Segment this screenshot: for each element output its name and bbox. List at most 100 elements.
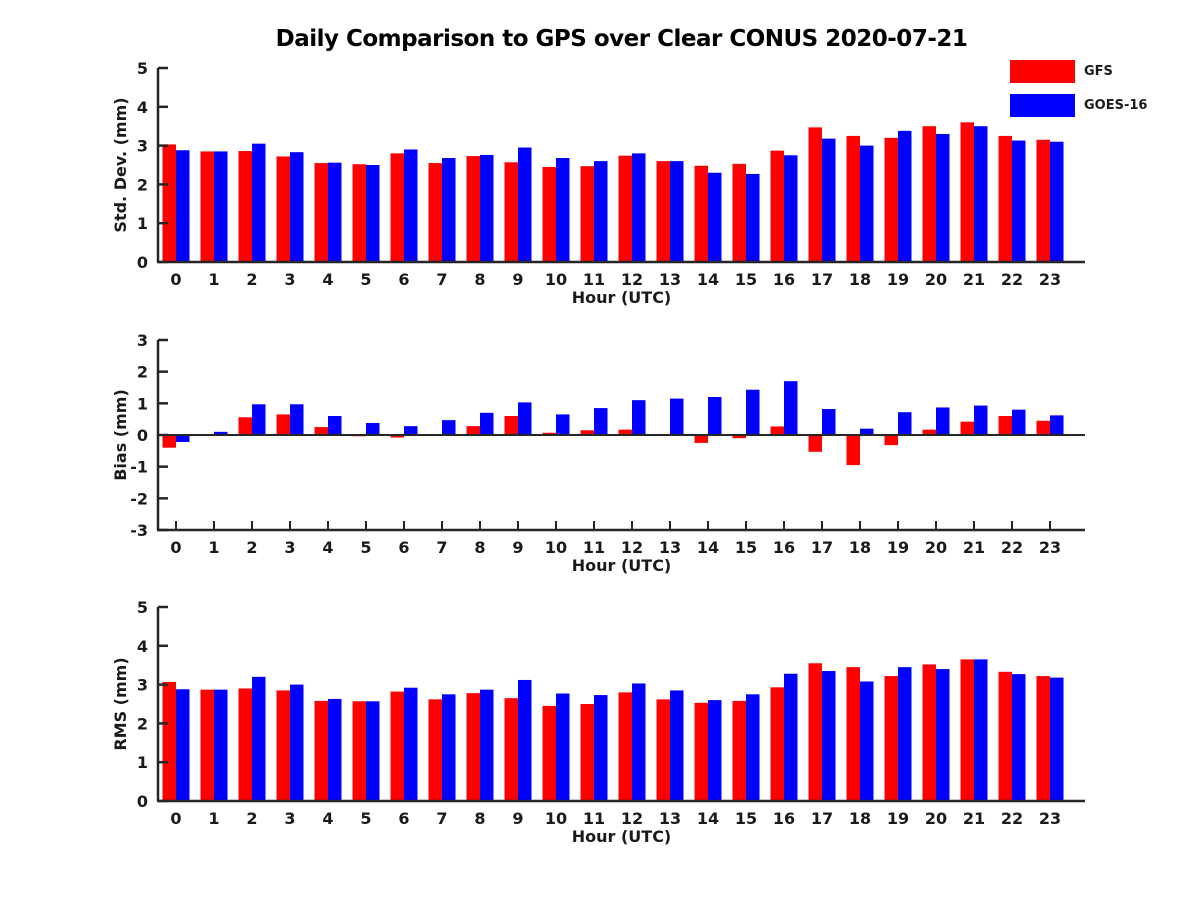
bar-gfs-hour-11 (580, 166, 594, 262)
x-tick-label: 7 (436, 270, 447, 289)
bar-gfs-hour-12 (618, 155, 632, 262)
bar-goes16-hour-13 (670, 690, 684, 801)
x-tick-label: 16 (773, 538, 795, 557)
x-tick-label: 16 (773, 809, 795, 828)
bar-gfs-hour-13 (656, 161, 670, 262)
x-tick-label: 21 (963, 809, 985, 828)
bar-goes16-hour-12 (632, 400, 646, 435)
bar-gfs-hour-18 (846, 435, 860, 466)
bar-goes16-hour-21 (974, 405, 988, 435)
y-tick-label: -3 (130, 521, 148, 540)
bar-goes16-hour-15 (746, 389, 760, 435)
y-tick-label: 2 (137, 714, 148, 733)
bar-gfs-hour-17 (808, 127, 822, 262)
bar-gfs-hour-20 (922, 664, 936, 801)
x-tick-label: 8 (474, 270, 485, 289)
legend-item-goes16: GOES-16 (1010, 94, 1147, 117)
bar-gfs-hour-1 (200, 689, 214, 801)
bar-goes16-hour-8 (480, 689, 494, 801)
bar-gfs-hour-8 (466, 693, 480, 801)
bar-goes16-hour-11 (594, 161, 608, 262)
x-tick-label: 5 (360, 809, 371, 828)
x-tick-label: 17 (811, 538, 833, 557)
bar-goes16-hour-18 (860, 428, 874, 435)
bar-goes16-hour-9 (518, 402, 532, 435)
y-tick-label: 0 (137, 253, 148, 272)
figure-title: Daily Comparison to GPS over Clear CONUS… (275, 26, 968, 52)
bar-gfs-hour-17 (808, 435, 822, 452)
x-tick-label: 15 (735, 270, 757, 289)
bar-goes16-hour-22 (1012, 674, 1026, 801)
legend-label-goes16: GOES-16 (1084, 98, 1148, 113)
x-tick-label: 11 (583, 270, 605, 289)
x-tick-label: 20 (925, 538, 947, 557)
bar-goes16-hour-10 (556, 414, 570, 435)
bar-goes16-hour-13 (670, 398, 684, 435)
bar-goes16-hour-8 (480, 412, 494, 435)
bar-goes16-hour-2 (252, 676, 266, 801)
bar-gfs-hour-14 (694, 435, 708, 443)
x-tick-label: 21 (963, 270, 985, 289)
x-tick-label: 13 (659, 538, 681, 557)
bar-gfs-hour-18 (846, 667, 860, 801)
x-tick-label: 9 (512, 538, 523, 557)
bar-gfs-hour-11 (580, 704, 594, 801)
x-tick-label: 12 (621, 270, 643, 289)
bar-gfs-hour-17 (808, 663, 822, 801)
bar-goes16-hour-0 (176, 435, 190, 442)
bar-goes16-hour-10 (556, 693, 570, 801)
bar-gfs-hour-14 (694, 702, 708, 801)
x-tick-label: 4 (322, 538, 333, 557)
x-tick-label: 4 (322, 270, 333, 289)
y-tick-label: 0 (137, 426, 148, 445)
bar-goes16-hour-0 (176, 150, 190, 262)
x-tick-label: 23 (1039, 809, 1061, 828)
bar-gfs-hour-23 (1036, 420, 1050, 435)
x-tick-label: 0 (170, 270, 181, 289)
x-tick-label: 17 (811, 270, 833, 289)
bar-goes16-hour-2 (252, 143, 266, 262)
x-tick-label: 6 (398, 809, 409, 828)
x-tick-label: 17 (811, 809, 833, 828)
x-tick-label: 1 (208, 538, 219, 557)
bar-goes16-hour-14 (708, 172, 722, 262)
x-tick-label: 11 (583, 538, 605, 557)
bar-gfs-hour-7 (428, 699, 442, 801)
bar-goes16-hour-12 (632, 153, 646, 262)
bar-gfs-hour-10 (542, 166, 556, 262)
y-tick-label: 1 (137, 394, 148, 413)
y-tick-label: 5 (137, 59, 148, 78)
x-tick-label: 21 (963, 538, 985, 557)
x-tick-label: 6 (398, 270, 409, 289)
bar-goes16-hour-7 (442, 420, 456, 435)
x-tick-label: 18 (849, 270, 871, 289)
bar-goes16-hour-10 (556, 158, 570, 262)
x-axis-label: Hour (UTC) (572, 556, 672, 575)
bar-gfs-hour-0 (162, 435, 176, 448)
bar-goes16-hour-13 (670, 161, 684, 262)
bar-gfs-hour-1 (200, 151, 214, 262)
bar-gfs-hour-10 (542, 432, 556, 435)
bar-goes16-hour-16 (784, 673, 798, 801)
x-tick-label: 3 (284, 270, 295, 289)
bar-goes16-hour-20 (936, 407, 950, 435)
bar-goes16-hour-6 (404, 426, 418, 435)
bar-goes16-hour-7 (442, 158, 456, 262)
x-tick-label: 20 (925, 809, 947, 828)
bar-goes16-hour-3 (290, 152, 304, 262)
x-tick-label: 22 (1001, 270, 1023, 289)
bar-gfs-hour-12 (618, 692, 632, 801)
bar-gfs-hour-23 (1036, 676, 1050, 801)
bar-goes16-hour-12 (632, 683, 646, 801)
x-tick-label: 19 (887, 809, 909, 828)
x-tick-label: 2 (246, 270, 257, 289)
x-tick-label: 23 (1039, 270, 1061, 289)
bar-gfs-hour-18 (846, 135, 860, 262)
bar-gfs-hour-19 (884, 137, 898, 262)
bar-gfs-hour-8 (466, 426, 480, 435)
bar-gfs-hour-11 (580, 430, 594, 435)
x-tick-label: 19 (887, 270, 909, 289)
